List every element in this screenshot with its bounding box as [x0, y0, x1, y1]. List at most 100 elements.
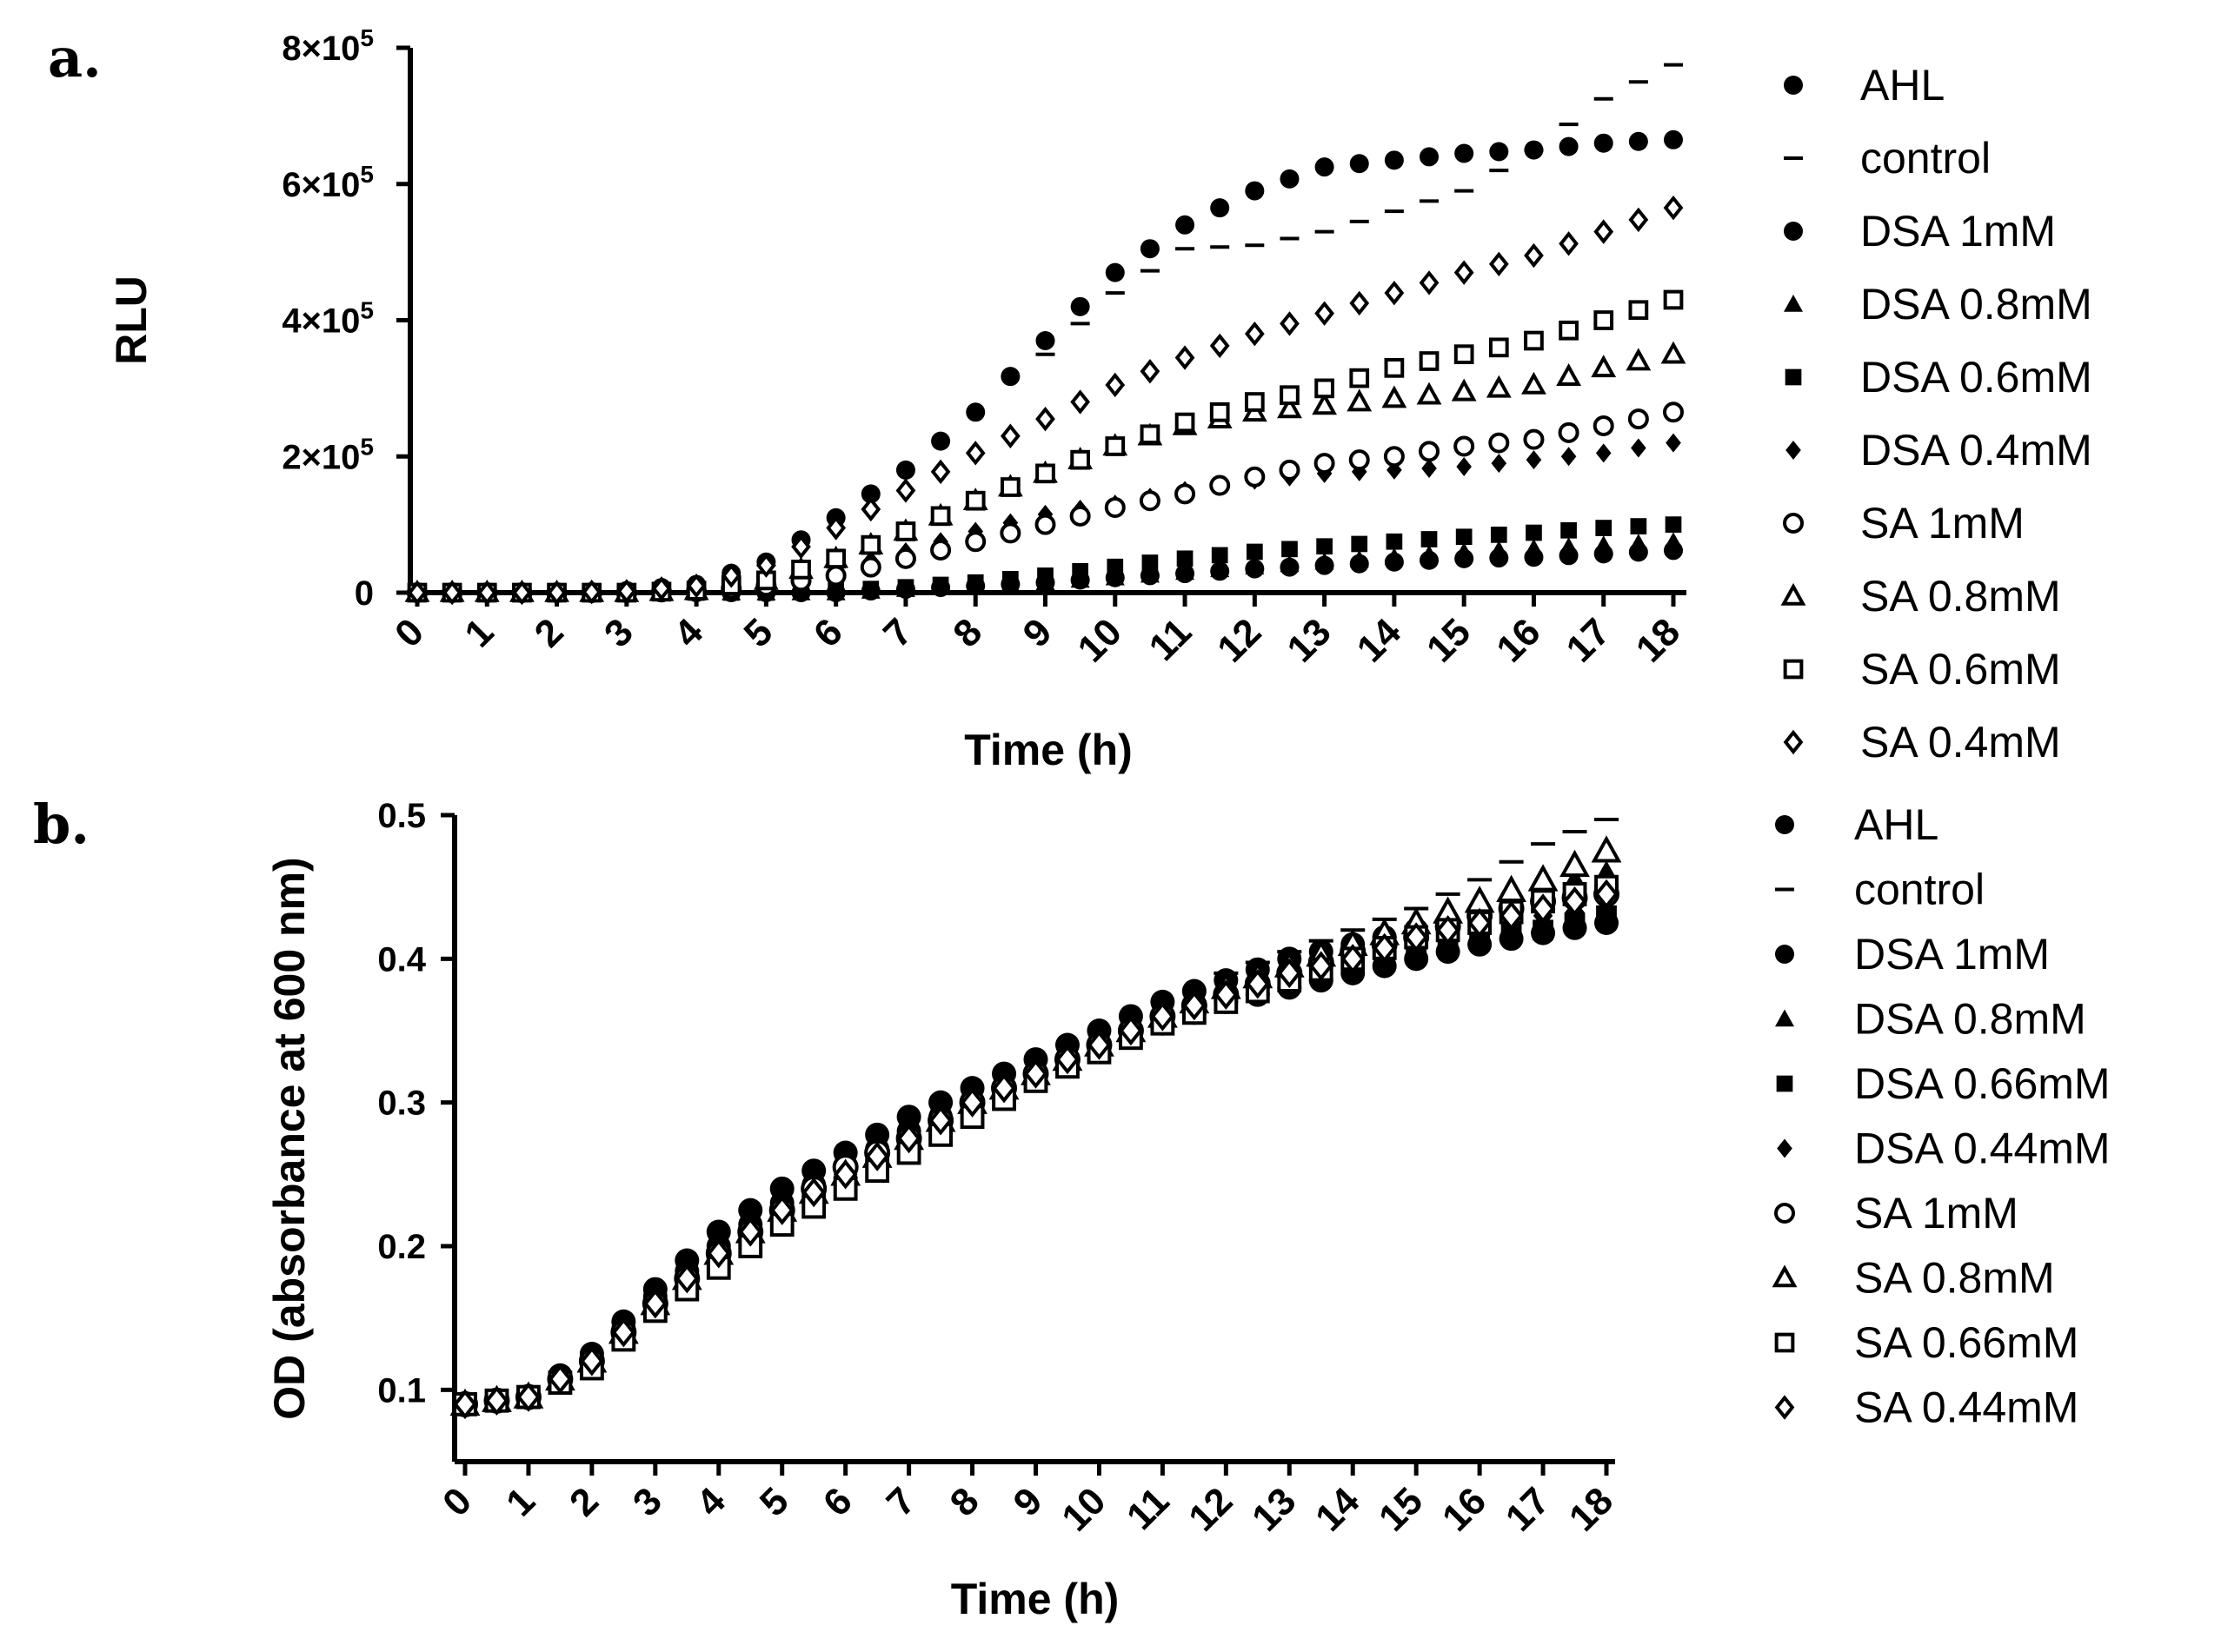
data-point: [1210, 560, 1230, 578]
data-point: [1531, 893, 1555, 924]
data-point: [1245, 557, 1265, 575]
data-point: [826, 515, 847, 541]
x-tick-label: 11: [1141, 610, 1200, 669]
legend-item: control: [1775, 866, 1985, 914]
data-point: [1628, 534, 1648, 551]
series-sa-0-44mm: [453, 879, 1619, 1420]
data-point: [1524, 330, 1544, 351]
data-point: [1141, 554, 1159, 571]
data-point: [1386, 533, 1403, 550]
data-point: [1454, 541, 1474, 560]
data-point: [1631, 438, 1646, 458]
data-point: [1496, 874, 1526, 902]
y-tick-label: 8×105: [282, 24, 374, 68]
data-point: [1594, 879, 1619, 910]
data-point: [1209, 401, 1230, 422]
data-point: [1176, 550, 1194, 567]
data-point: [675, 1263, 700, 1294]
data-point: [1277, 958, 1302, 989]
data-point: [930, 506, 951, 527]
legend-label: DSA 0.4mM: [1860, 426, 2092, 474]
data-point: [791, 560, 811, 580]
data-point: [1209, 474, 1231, 496]
data-point: [1524, 539, 1544, 556]
legend-item: AHL: [1775, 800, 1938, 849]
legend-item: DSA 0.8mM: [1784, 280, 2092, 328]
data-points: [404, 63, 1686, 606]
data-point: [1556, 363, 1581, 386]
legend-item: SA 0.6mM: [1783, 645, 2061, 693]
data-point: [616, 579, 637, 604]
legend-item: DSA 0.8mM: [1775, 995, 2086, 1044]
legend-item: DSA 0.66mM: [1776, 1059, 2111, 1108]
data-point: [992, 1072, 1016, 1104]
data-point: [1666, 433, 1681, 453]
data-point: [861, 534, 881, 555]
data-point: [1384, 280, 1405, 306]
legend-item: DSA 0.4mM: [1785, 426, 2092, 474]
data-point: [1416, 381, 1442, 405]
data-point: [1467, 907, 1492, 939]
data-point: [930, 459, 951, 485]
data-point: [1453, 344, 1474, 365]
data-point: [1419, 270, 1440, 295]
data-point: [1280, 169, 1300, 189]
data-point: [1210, 198, 1230, 218]
y-tick-label: 0.1: [377, 1371, 426, 1410]
data-point: [895, 521, 916, 541]
data-point: [1630, 518, 1647, 534]
data-point: [1559, 320, 1579, 341]
x-tick-label: 18: [1561, 1479, 1621, 1539]
data-point: [895, 460, 915, 480]
legend-marker: [1785, 441, 1801, 460]
data-point: [1456, 457, 1472, 477]
data-point: [1140, 359, 1160, 384]
x-tick-label: 5: [735, 610, 781, 655]
data-point: [1312, 392, 1338, 415]
legend-marker: [1780, 582, 1806, 606]
data-point: [1351, 535, 1368, 553]
data-point: [1119, 1015, 1143, 1046]
data-point: [1150, 1001, 1175, 1032]
data-point: [1404, 922, 1428, 952]
y-tick-label: 0.3: [377, 1085, 426, 1123]
data-point: [1280, 385, 1300, 406]
legend-marker: [1784, 295, 1803, 312]
data-point: [1384, 358, 1405, 378]
legend-marker: [1784, 76, 1803, 95]
legend-label: SA 1mM: [1860, 499, 2025, 547]
data-point: [860, 556, 881, 578]
data-point: [1421, 458, 1437, 478]
data-point: [1246, 969, 1270, 999]
x-tick-label: 13: [1244, 1479, 1304, 1539]
data-point: [894, 547, 916, 569]
x-tick-label: 16: [1488, 610, 1548, 670]
data-point: [1174, 483, 1196, 505]
data-point: [1072, 562, 1088, 580]
data-point: [1420, 147, 1440, 167]
series-sa-0-6mm: [407, 289, 1684, 603]
legend-item: DSA 1mM: [1775, 930, 2050, 979]
data-point: [1527, 864, 1559, 892]
data-point: [1526, 524, 1542, 541]
data-point: [721, 563, 741, 588]
panel-b: b.0.10.20.30.40.50 1 2 3 4 5 6 7 8 9 10 11 12 13 14 15 1…: [33, 793, 2111, 1623]
data-point: [1490, 527, 1507, 543]
data-point: [643, 1288, 668, 1319]
x-tick-label: 16: [1434, 1479, 1494, 1539]
legend-marker: [1776, 1075, 1793, 1092]
legend-label: AHL: [1854, 800, 1938, 849]
data-point: [1211, 547, 1228, 564]
series-control: [1035, 63, 1683, 356]
data-point: [1560, 447, 1577, 467]
x-tick-label: 5: [752, 1479, 797, 1524]
x-tick-label: 17: [1559, 610, 1619, 670]
data-point: [1628, 300, 1649, 321]
legend-item: SA 0.8mM: [1772, 1254, 2055, 1303]
data-point: [1381, 385, 1407, 408]
x-tick-label: 3: [625, 1479, 670, 1524]
data-point: [1372, 932, 1397, 964]
x-tick-label: 3: [596, 610, 642, 655]
